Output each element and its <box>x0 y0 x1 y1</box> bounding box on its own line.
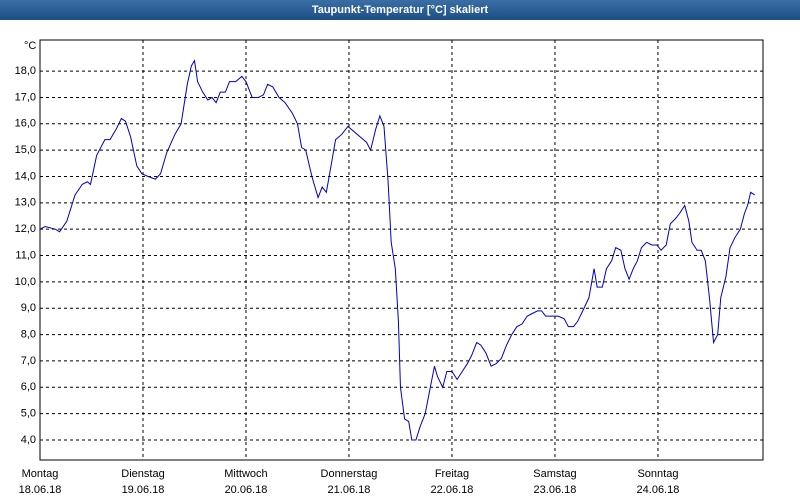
x-tick-date: 19.06.18 <box>122 484 165 496</box>
y-tick-label: 18,0 <box>15 65 36 77</box>
y-tick-label: 10,0 <box>15 276 36 288</box>
x-tick-label: Donnerstag <box>321 468 378 480</box>
data-line <box>39 59 756 441</box>
y-tick-label: 12,0 <box>15 223 36 235</box>
y-tick-label: 6,0 <box>21 381 36 393</box>
y-tick-label: 13,0 <box>15 197 36 209</box>
x-tick-date: 23.06.18 <box>534 484 577 496</box>
plot-area <box>39 39 764 461</box>
x-tick-date: 21.06.18 <box>328 484 371 496</box>
y-tick-label: 15,0 <box>15 144 36 156</box>
y-tick-label: 17,0 <box>15 91 36 103</box>
y-tick-label: 9,0 <box>21 302 36 314</box>
x-tick-label: Sonntag <box>637 468 678 480</box>
x-tick-date: 18.06.18 <box>19 484 62 496</box>
x-tick-label: Mittwoch <box>224 468 267 480</box>
y-tick-label: 8,0 <box>21 328 36 340</box>
y-tick-label: 14,0 <box>15 170 36 182</box>
y-tick-label: 16,0 <box>15 118 36 130</box>
y-tick-label: 4,0 <box>21 434 36 446</box>
x-tick-label: Montag <box>22 468 59 480</box>
x-tick-label: Dienstag <box>121 468 164 480</box>
chart-title: Taupunkt-Temperatur [°C] skaliert <box>312 4 489 16</box>
title-bar <box>0 0 800 20</box>
y-tick-label: 7,0 <box>21 355 36 367</box>
y-tick-label: 11,0 <box>15 249 36 261</box>
x-tick-label: Freitag <box>435 468 469 480</box>
x-tick-date: 22.06.18 <box>431 484 474 496</box>
x-tick-date: 20.06.18 <box>225 484 268 496</box>
x-tick-label: Samstag <box>533 468 576 480</box>
y-unit: °C <box>24 40 36 52</box>
y-tick-label: 5,0 <box>21 408 36 420</box>
plot-layer: 4,0 5,0 6,0 7,0 8,0 9,0 10,0 11,0 12,0 13,0 14,0 15… <box>15 40 763 496</box>
x-tick-date: 24.06.18 <box>637 484 680 496</box>
